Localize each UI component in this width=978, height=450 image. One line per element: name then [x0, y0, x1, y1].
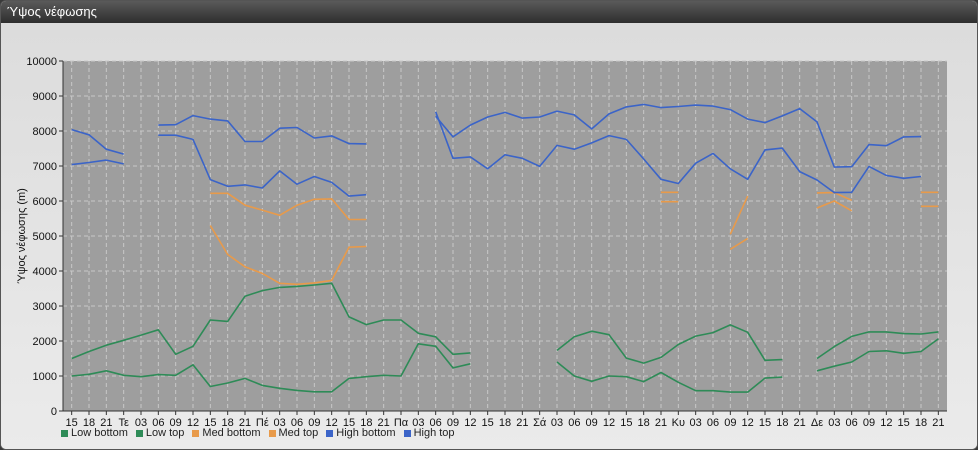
y-tick-label: 6000 — [33, 196, 57, 208]
legend-swatch — [403, 429, 411, 437]
x-tick-label: Σά — [533, 417, 547, 429]
x-tick-label: Πα — [394, 417, 409, 429]
x-tick-label: 03 — [274, 417, 286, 429]
y-tick-label: 9000 — [33, 91, 57, 103]
x-tick-label: 21 — [516, 417, 528, 429]
x-tick-label: 12 — [187, 417, 199, 429]
legend-swatch — [135, 429, 143, 437]
legend-swatch — [268, 429, 276, 437]
y-tick-label: 5000 — [33, 231, 57, 243]
series-line-med-bottom — [209, 200, 939, 286]
x-tick-label: 06 — [430, 417, 442, 429]
legend-label: Med bottom — [202, 427, 261, 439]
legend-swatch — [326, 429, 334, 437]
x-tick-label: 12 — [326, 417, 338, 429]
legend-item: Med bottom — [192, 427, 261, 439]
x-tick-label: 21 — [655, 417, 667, 429]
x-tick-label: 09 — [724, 417, 736, 429]
x-tick-label: 18 — [499, 417, 511, 429]
x-tick-label: 06 — [152, 417, 164, 429]
x-tick-label: 09 — [447, 417, 459, 429]
legend-item: Med top — [268, 427, 319, 439]
legend-item: High top — [403, 427, 455, 439]
x-tick-label: 03 — [690, 417, 702, 429]
legend-item: Low bottom — [61, 427, 128, 439]
x-tick-label: 15 — [343, 417, 355, 429]
y-tick-label: 7000 — [33, 161, 57, 173]
x-tick-label: 18 — [638, 417, 650, 429]
y-tick-label: 2000 — [33, 336, 57, 348]
x-tick-label: 12 — [742, 417, 754, 429]
x-tick-label: Πέ — [256, 417, 269, 429]
chart-legend: Low bottom Low top Med bottom Med top High b… — [61, 427, 455, 439]
legend-swatch — [192, 429, 200, 437]
x-tick-label: 12 — [880, 417, 892, 429]
x-tick-label: Τε — [118, 417, 129, 429]
x-tick-label: 09 — [170, 417, 182, 429]
series-line-high-top — [71, 103, 922, 168]
x-tick-label: 09 — [586, 417, 598, 429]
series-line-high-bottom — [71, 111, 922, 197]
line-chart: 0 1000 2000 3000 4000 5000 6000 7000 8000 9000 100… — [16, 56, 947, 429]
x-tick-label: 21 — [794, 417, 806, 429]
legend-item: Low top — [135, 427, 185, 439]
x-tick-label: 15 — [898, 417, 910, 429]
panel-titlebar: Ύψος νέφωσης — [1, 1, 977, 23]
x-tick-label: 15 — [66, 417, 78, 429]
x-tick-label: 21 — [932, 417, 944, 429]
x-tick-label: 18 — [222, 417, 234, 429]
series-line-low-bottom — [71, 338, 939, 393]
legend-label: Med top — [278, 427, 319, 439]
y-axis-label: Ύψος νέφωσης (m) — [16, 188, 28, 284]
x-tick-label: 03 — [135, 417, 147, 429]
y-tick-label: 8000 — [33, 126, 57, 138]
x-tick-label: 06 — [707, 417, 719, 429]
x-tick-label: 15 — [482, 417, 494, 429]
x-tick-label: 18 — [83, 417, 95, 429]
legend-label: Low bottom — [71, 427, 128, 439]
x-tick-label: 15 — [620, 417, 632, 429]
x-tick-label: 21 — [100, 417, 112, 429]
series-line-low-top — [71, 282, 939, 364]
legend-label: Low top — [145, 427, 185, 439]
legend-swatch — [61, 429, 68, 437]
y-tick-label: 4000 — [33, 266, 57, 278]
x-tick-label: 03 — [412, 417, 424, 429]
x-tick-label: 12 — [603, 417, 615, 429]
y-tick-label: 10000 — [26, 56, 57, 68]
y-tick-label: 0 — [51, 406, 57, 418]
x-tick-label: Δε — [811, 417, 823, 429]
legend-label: High bottom — [336, 427, 396, 439]
x-tick-label: 18 — [915, 417, 927, 429]
x-tick-label: 15 — [759, 417, 771, 429]
x-tick-label: 09 — [308, 417, 320, 429]
y-tick-label: 3000 — [33, 301, 57, 313]
series-line-med-top — [210, 191, 939, 235]
x-tick-label: 15 — [204, 417, 216, 429]
x-tick-label: 03 — [551, 417, 563, 429]
x-tick-label: 06 — [291, 417, 303, 429]
x-tick-label: 21 — [239, 417, 251, 429]
x-tick-label: 18 — [360, 417, 372, 429]
x-tick-label: 18 — [776, 417, 788, 429]
x-tick-label: 21 — [378, 417, 390, 429]
x-tick-label: 06 — [846, 417, 858, 429]
x-tick-label: Κυ — [672, 417, 685, 429]
panel-title: Ύψος νέφωσης — [7, 4, 97, 19]
legend-item: High bottom — [326, 427, 396, 439]
y-tick-label: 1000 — [33, 371, 57, 383]
legend-label: High top — [413, 427, 455, 439]
x-tick-label: 03 — [828, 417, 840, 429]
plot-area: 0 1000 2000 3000 4000 5000 6000 7000 8000 9000 100… — [1, 23, 977, 449]
x-tick-label: 09 — [863, 417, 875, 429]
x-tick-label: 06 — [568, 417, 580, 429]
x-tick-label: 12 — [464, 417, 476, 429]
